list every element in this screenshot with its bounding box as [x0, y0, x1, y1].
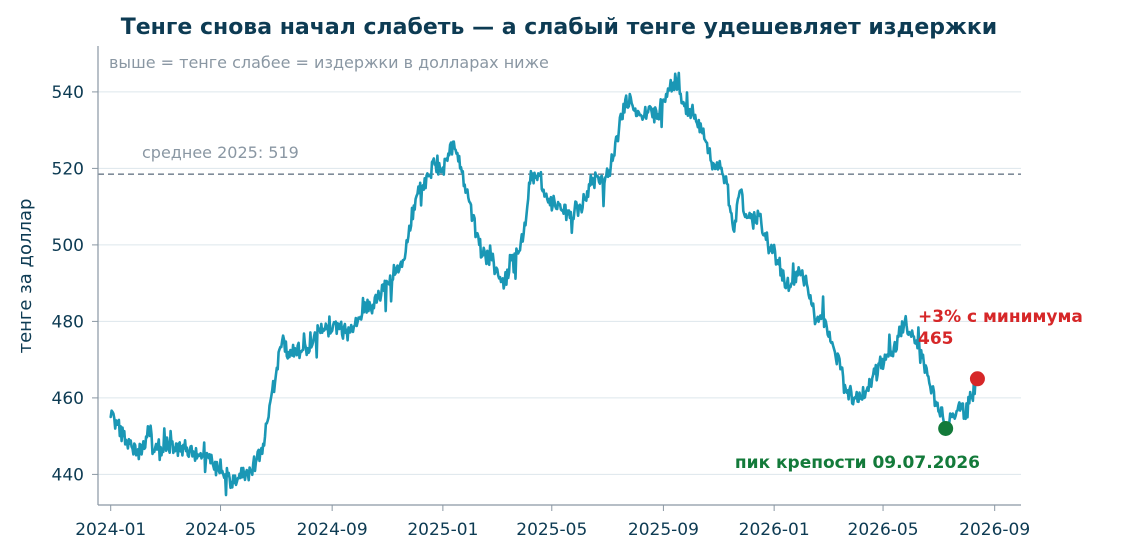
- y-tick-label: 540: [52, 83, 84, 103]
- axes: [97, 46, 1021, 506]
- latest-point-marker: [969, 371, 985, 387]
- latest-change-label: +3% с минимума: [918, 307, 1083, 327]
- x-axis-ticks: 2024-01 2024-05 2024-09 2025-01 2025-05 2025-…: [75, 505, 1030, 540]
- x-tick-label: 2025-01: [407, 520, 478, 540]
- x-tick-label: 2026-09: [959, 520, 1030, 540]
- x-tick-label: 2025-05: [516, 520, 587, 540]
- reference-line-group: среднее 2025: 519: [98, 143, 1021, 175]
- y-tick-label: 480: [52, 312, 84, 332]
- x-tick-label: 2024-01: [75, 520, 146, 540]
- x-tick-label: 2026-05: [848, 520, 919, 540]
- x-tick-label: 2025-09: [628, 520, 699, 540]
- y-tick-label: 500: [52, 236, 84, 256]
- x-tick-label: 2026-01: [739, 520, 810, 540]
- series-line-0: [109, 71, 979, 497]
- strongest-point-label: пик крепости 09.07.2026: [735, 453, 980, 473]
- chart-title: Тенге снова начал слабеть — а слабый тен…: [121, 15, 997, 40]
- x-tick-label: 2024-05: [185, 520, 256, 540]
- strongest-point-marker: [938, 421, 954, 436]
- chart-subtitle: выше = тенге слабее = издержки в доллара…: [109, 53, 549, 72]
- x-tick-label: 2024-09: [297, 520, 368, 540]
- average-reference-label: среднее 2025: 519: [142, 143, 299, 162]
- horizontal-gridlines: [98, 91, 1021, 475]
- y-tick-label: 460: [52, 389, 84, 409]
- y-axis-ticks: 440 460 480 500 520 540: [52, 83, 98, 485]
- y-tick-label: 440: [52, 465, 84, 485]
- series-group: [109, 71, 979, 497]
- latest-value-label: 465: [918, 329, 954, 349]
- y-axis-label: тенге за доллар: [15, 199, 36, 354]
- y-tick-label: 520: [52, 159, 84, 179]
